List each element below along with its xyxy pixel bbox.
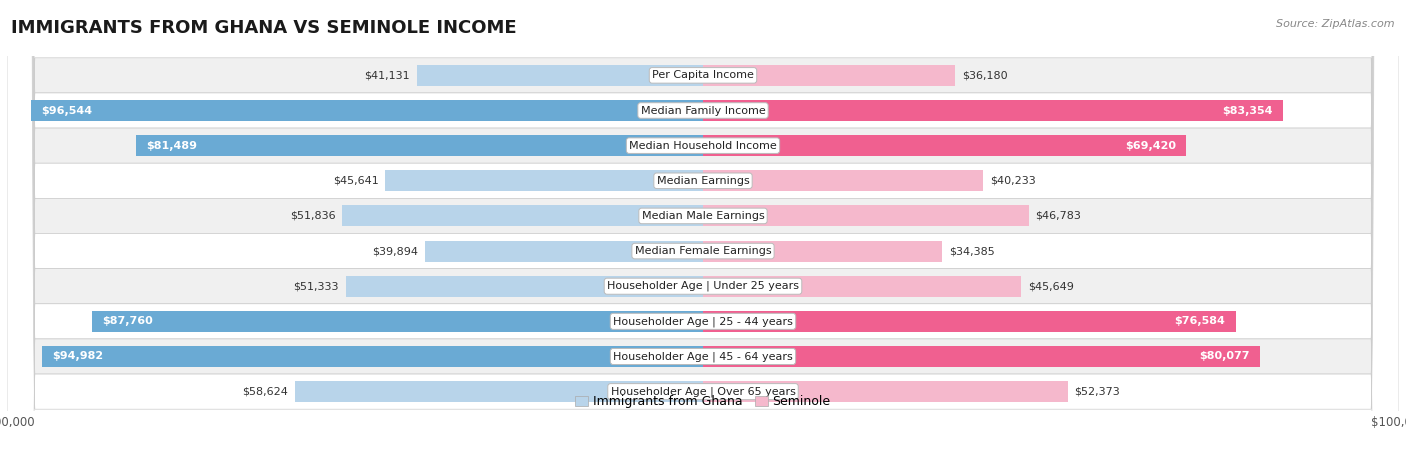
Text: Source: ZipAtlas.com: Source: ZipAtlas.com — [1277, 19, 1395, 28]
FancyBboxPatch shape — [7, 0, 1399, 467]
Text: Median Household Income: Median Household Income — [628, 141, 778, 151]
Bar — [385, 170, 703, 191]
Text: $80,077: $80,077 — [1199, 352, 1250, 361]
FancyBboxPatch shape — [7, 0, 1399, 467]
Text: IMMIGRANTS FROM GHANA VS SEMINOLE INCOME: IMMIGRANTS FROM GHANA VS SEMINOLE INCOME — [11, 19, 517, 37]
Bar — [703, 276, 1021, 297]
Bar — [416, 65, 703, 86]
Legend: Immigrants from Ghana, Seminole: Immigrants from Ghana, Seminole — [575, 395, 831, 408]
Bar — [342, 205, 703, 226]
Text: $83,354: $83,354 — [1222, 106, 1272, 115]
Bar — [703, 205, 1029, 226]
FancyBboxPatch shape — [7, 0, 1399, 467]
FancyBboxPatch shape — [7, 0, 1399, 467]
Text: $51,333: $51,333 — [294, 281, 339, 291]
Text: Householder Age | Over 65 years: Householder Age | Over 65 years — [610, 386, 796, 397]
Bar — [703, 381, 1067, 402]
FancyBboxPatch shape — [7, 0, 1399, 467]
Bar — [703, 346, 1260, 367]
Text: Per Capita Income: Per Capita Income — [652, 71, 754, 80]
Text: $46,783: $46,783 — [1036, 211, 1081, 221]
Bar — [136, 135, 703, 156]
Text: $45,641: $45,641 — [333, 176, 378, 186]
Bar — [703, 65, 955, 86]
Text: $40,233: $40,233 — [990, 176, 1036, 186]
Text: $58,624: $58,624 — [242, 387, 288, 396]
Bar — [703, 100, 1284, 121]
Bar — [346, 276, 703, 297]
Bar — [295, 381, 703, 402]
Text: $69,420: $69,420 — [1125, 141, 1175, 151]
Text: Householder Age | Under 25 years: Householder Age | Under 25 years — [607, 281, 799, 291]
Text: $45,649: $45,649 — [1028, 281, 1074, 291]
Text: $87,760: $87,760 — [103, 316, 153, 326]
Text: Median Family Income: Median Family Income — [641, 106, 765, 115]
Text: Householder Age | 45 - 64 years: Householder Age | 45 - 64 years — [613, 351, 793, 362]
Text: $39,894: $39,894 — [373, 246, 419, 256]
Text: Median Female Earnings: Median Female Earnings — [634, 246, 772, 256]
Bar — [703, 311, 1236, 332]
Text: $76,584: $76,584 — [1174, 316, 1226, 326]
Bar — [31, 100, 703, 121]
Text: $52,373: $52,373 — [1074, 387, 1121, 396]
Bar — [93, 311, 703, 332]
FancyBboxPatch shape — [7, 0, 1399, 467]
Text: Householder Age | 25 - 44 years: Householder Age | 25 - 44 years — [613, 316, 793, 326]
Text: $94,982: $94,982 — [52, 352, 104, 361]
Text: $34,385: $34,385 — [949, 246, 995, 256]
Text: Median Earnings: Median Earnings — [657, 176, 749, 186]
Text: $51,836: $51,836 — [290, 211, 335, 221]
Text: Median Male Earnings: Median Male Earnings — [641, 211, 765, 221]
Bar — [42, 346, 703, 367]
FancyBboxPatch shape — [7, 0, 1399, 467]
FancyBboxPatch shape — [7, 0, 1399, 467]
Bar — [703, 170, 983, 191]
Text: $36,180: $36,180 — [962, 71, 1007, 80]
Text: $41,131: $41,131 — [364, 71, 409, 80]
FancyBboxPatch shape — [7, 0, 1399, 467]
Text: $81,489: $81,489 — [146, 141, 197, 151]
Bar — [703, 241, 942, 262]
Text: $96,544: $96,544 — [42, 106, 93, 115]
Bar — [703, 135, 1187, 156]
FancyBboxPatch shape — [7, 0, 1399, 467]
Bar — [426, 241, 703, 262]
